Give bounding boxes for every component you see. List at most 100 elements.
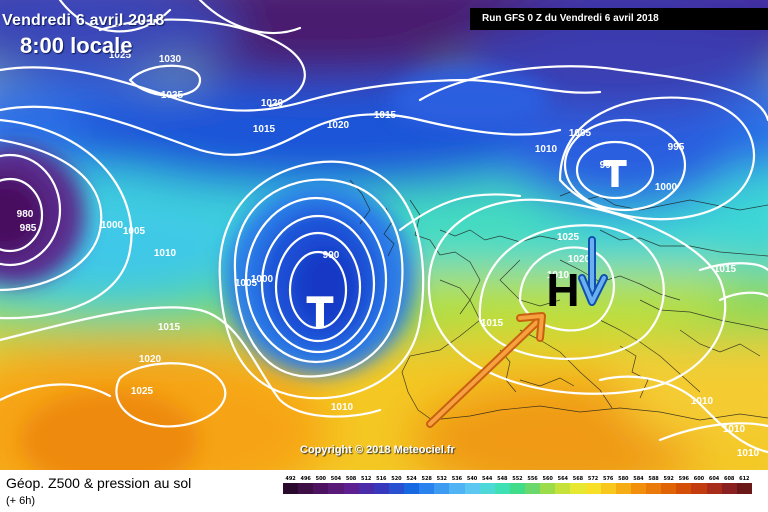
legend-value: 600: [693, 476, 705, 482]
legend-swatch: [736, 483, 752, 494]
isobar-label: 995: [668, 142, 685, 153]
blue-arrow: [578, 236, 608, 306]
isobar-label: 1030: [159, 54, 182, 65]
isobar-label: 980: [17, 209, 34, 220]
legend-cell: 548: [494, 474, 510, 494]
legend-value: 544: [481, 476, 493, 482]
legend-cell: 540: [464, 474, 480, 494]
legend-value: 592: [663, 476, 674, 482]
legend-cell: 532: [434, 474, 450, 494]
legend-swatch: [555, 483, 571, 494]
forecast-local-time: 8:00 locale: [20, 33, 133, 58]
legend-cell: 568: [570, 474, 586, 494]
legend-swatch: [419, 483, 435, 494]
legend-swatch: [615, 483, 631, 494]
isobar-label: 1015: [481, 318, 504, 329]
legend-cell: 496: [298, 474, 314, 494]
legend-swatch: [388, 483, 404, 494]
lead-time-label: (+ 6h): [6, 495, 36, 507]
isobar-label: 1000: [655, 182, 678, 193]
legend-value: 612: [739, 476, 750, 482]
isobar-label: 1010: [331, 402, 354, 413]
legend-swatch: [358, 483, 374, 494]
legend-value: 580: [618, 476, 629, 482]
legend-value: 540: [466, 476, 478, 482]
legend-cell: 520: [388, 474, 404, 494]
legend-value: 520: [391, 476, 402, 482]
legend-cell: 492: [283, 474, 299, 494]
parameter-label: Géop. Z500 & pression au sol: [6, 475, 192, 491]
legend-value: 564: [557, 476, 569, 482]
legend-cell: 588: [646, 474, 662, 494]
isobar-label: 1000: [251, 274, 274, 285]
z500-lows: [0, 70, 550, 470]
legend-cell: 584: [630, 474, 646, 494]
isobar-label: 1005: [123, 226, 146, 237]
legend-swatch: [298, 483, 314, 494]
legend-cell: 524: [404, 474, 420, 494]
legend-cell: 604: [706, 474, 722, 494]
legend-cell: 552: [509, 474, 525, 494]
legend-value: 572: [587, 476, 599, 482]
legend-cell: 516: [373, 474, 389, 494]
legend-value: 556: [527, 476, 538, 482]
legend-value: 552: [512, 476, 523, 482]
legend-swatch: [464, 483, 480, 494]
legend-swatch: [313, 483, 329, 494]
legend-value: 576: [602, 476, 614, 482]
legend-cell: 512: [358, 474, 374, 494]
isobar-label: 1025: [557, 232, 580, 243]
legend-value: 512: [360, 476, 372, 482]
legend-value: 604: [708, 476, 720, 482]
legend-value: 536: [451, 476, 463, 482]
legend-swatch: [328, 483, 344, 494]
legend-value: 500: [315, 476, 327, 482]
legend-value: 560: [542, 476, 553, 482]
color-scale-legend: 492 496 500 504 508 512 516 520 524 528 532 536 540 5…: [283, 474, 752, 494]
isobar-labels: 1030 1035 1025 1020 1015 1020 1015 1005 …: [17, 50, 760, 459]
pressure-centers: T T H: [306, 152, 627, 336]
isobar-label: 1005: [569, 128, 592, 139]
isobar-label: 1010: [154, 248, 177, 259]
legend-swatch: [373, 483, 389, 494]
legend-swatch: [661, 483, 677, 494]
model-run-info: Run GFS 0 Z du Vendredi 6 avril 2018: [470, 8, 768, 30]
legend-value: 516: [376, 476, 387, 482]
legend-swatch: [509, 483, 525, 494]
legend-value: 528: [421, 476, 432, 482]
isobar-label: 1015: [374, 110, 397, 121]
isobar-label: 1020: [568, 254, 591, 265]
legend-cell: 580: [615, 474, 631, 494]
legend-cell: 528: [419, 474, 435, 494]
legend-swatch: [404, 483, 420, 494]
legend-value: 532: [436, 476, 448, 482]
legend-cell: 508: [343, 474, 359, 494]
legend-swatch: [676, 483, 692, 494]
isobar-label: 1010: [737, 448, 760, 459]
weather-map: 1030 1035 1025 1020 1015 1020 1015 1005 …: [0, 0, 768, 470]
legend-value: 568: [572, 476, 584, 482]
legend-swatch: [540, 483, 556, 494]
legend-cell: 536: [449, 474, 465, 494]
legend-value: 492: [285, 476, 296, 482]
legend-value: 496: [300, 476, 311, 482]
legend-cell: 596: [676, 474, 692, 494]
legend-swatch: [585, 483, 601, 494]
legend-value: 524: [406, 476, 417, 482]
isobar-label: 985: [20, 223, 37, 234]
legend-swatch: [525, 483, 541, 494]
isobar-label: 1020: [139, 354, 162, 365]
legend-cell: 572: [585, 474, 601, 494]
legend-cell: 560: [540, 474, 556, 494]
isobar-label: 1010: [691, 396, 714, 407]
legend-swatch: [343, 483, 359, 494]
legend-value: 596: [678, 476, 690, 482]
legend-value: 608: [723, 476, 735, 482]
low-pressure-symbol: T: [307, 288, 333, 335]
legend-value: 508: [345, 476, 357, 482]
isobar-label: 990: [323, 250, 340, 261]
legend-swatch: [283, 483, 299, 494]
orange-arrow: [426, 312, 546, 428]
legend-cell: 504: [328, 474, 344, 494]
isobar-label: 1000: [101, 220, 124, 231]
